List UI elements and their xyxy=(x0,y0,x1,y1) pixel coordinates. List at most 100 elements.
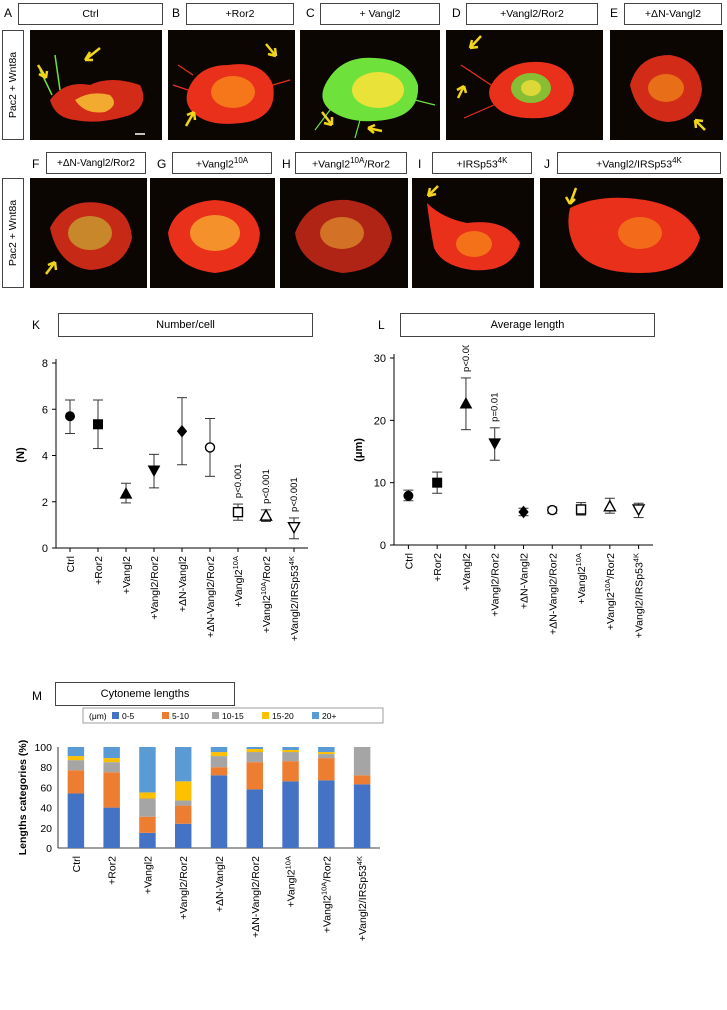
y-tick-label: 10 xyxy=(374,478,386,490)
x-tick-label: +Vangl2 xyxy=(121,556,133,594)
y-tick-label: 60 xyxy=(40,782,52,794)
data-point xyxy=(518,505,529,519)
bar-segment xyxy=(139,832,156,848)
micrograph-svg xyxy=(426,185,520,271)
x-tick-label: +Vangl210A xyxy=(574,553,589,604)
bar-segment xyxy=(103,807,120,848)
x-tick-label: +Vangl2/IRSp534K xyxy=(355,856,370,941)
x-tick-label: +Vangl2/Ror2 xyxy=(178,856,190,920)
data-point xyxy=(65,411,75,422)
panel-letter: H xyxy=(282,157,291,171)
bar-segment xyxy=(139,816,156,833)
chart-title-box: Average length xyxy=(400,313,655,337)
legend-entry: 10-15 xyxy=(222,711,244,721)
micrograph xyxy=(150,178,275,288)
micrograph-svg xyxy=(564,187,700,273)
bar-segment xyxy=(318,758,335,781)
tick-label-sup: 10A xyxy=(602,579,611,592)
bar-segment xyxy=(282,752,299,762)
label-main: +Vangl2 xyxy=(312,158,351,171)
y-tick-label: 6 xyxy=(42,404,48,416)
legend-unit: (μm) xyxy=(89,711,107,721)
tick-label-sup: 4K xyxy=(631,553,640,562)
y-tick-label: 20 xyxy=(40,823,52,835)
panel-letter: J xyxy=(544,157,550,171)
bar-segment xyxy=(210,767,228,776)
x-tick-label: +Vangl210A xyxy=(283,856,298,907)
tick-label-sup: 10A xyxy=(231,556,240,569)
y-axis-label: Lengths categories (%) xyxy=(17,740,29,856)
y-tick-label: 80 xyxy=(40,762,52,774)
p-value-annotation: p<0.001 xyxy=(233,463,244,498)
x-tick-label: +Vangl210A/Ror2 xyxy=(602,553,617,630)
micrograph-svg xyxy=(45,202,132,275)
x-tick-label: +Vangl210A xyxy=(231,556,246,607)
bar-segment xyxy=(210,752,228,757)
tick-label-sup: 10A xyxy=(319,882,328,895)
x-tick-label: +Vangl2/IRSp534K xyxy=(631,553,646,638)
panel-letter: I xyxy=(418,157,422,171)
y-tick-label: 4 xyxy=(42,451,48,463)
legend-entry: 20+ xyxy=(322,711,336,721)
micrograph xyxy=(168,30,295,140)
bar-segment xyxy=(103,747,120,759)
panel-letter: C xyxy=(306,6,315,20)
panel-letter: A xyxy=(4,6,13,20)
legend-swatch xyxy=(312,712,319,719)
bar-segment xyxy=(67,770,85,794)
label-sup: 4K xyxy=(497,155,508,165)
bar-segment xyxy=(282,781,299,848)
micrograph-svg xyxy=(295,199,392,273)
data-point xyxy=(547,504,558,516)
panel-label: +Vangl210A/Ror2 xyxy=(312,156,390,171)
x-tick-label: +ΔN-Vangl2/Ror2 xyxy=(205,556,217,638)
panel-label: +Vangl2/Ror2 xyxy=(500,8,564,20)
bar-segment xyxy=(246,747,264,750)
label-sup: 10A xyxy=(233,155,249,165)
bar-segment xyxy=(318,780,335,848)
y-tick-label: 0 xyxy=(46,843,52,855)
bar-segment xyxy=(210,747,228,753)
legend-swatch xyxy=(162,712,169,719)
data-point xyxy=(147,465,161,478)
y-tick-label: 0 xyxy=(380,540,386,552)
x-tick-label: +ΔN-Vangl2 xyxy=(177,556,189,612)
micrograph xyxy=(412,178,534,288)
bar-segment xyxy=(103,762,120,773)
panel-label: +ΔN-Vangl2/Ror2 xyxy=(57,157,135,169)
chart-title: Number/cell xyxy=(156,319,215,331)
micrograph xyxy=(280,178,408,288)
bar-segment xyxy=(318,752,335,755)
chart-title: Cytoneme lengths xyxy=(100,688,190,700)
micrograph xyxy=(300,30,440,140)
data-point xyxy=(287,521,301,535)
panel-label-box: Ctrl xyxy=(18,3,163,25)
p-value-annotation: p<0.001 xyxy=(289,477,300,512)
x-tick-label: Ctrl xyxy=(403,553,415,569)
y-tick-label: 20 xyxy=(374,415,386,427)
tick-label-sup: 10A xyxy=(259,582,268,595)
bar-segment xyxy=(103,772,120,808)
x-tick-label: +Ror2 xyxy=(93,556,105,585)
bar-segment xyxy=(67,760,85,771)
legend-swatch xyxy=(112,712,119,719)
tick-label-post: /Ror2 xyxy=(321,856,333,882)
panel-letter-m: M xyxy=(32,689,42,703)
p-value-annotation: p<0.001 xyxy=(461,345,472,372)
data-point xyxy=(232,506,244,518)
panel-label-box: +Vangl2/IRSp534K xyxy=(557,152,721,174)
bar-segment xyxy=(174,805,192,824)
panel-label-box: +ΔN-Vangl2 xyxy=(624,3,722,25)
bar-segment xyxy=(353,775,371,785)
bar-segment xyxy=(282,761,299,782)
bar-segment xyxy=(139,747,156,793)
bar-segment xyxy=(103,758,120,763)
row-label-bottom: Pac2 + Wnt8a xyxy=(2,178,24,288)
row-label-text: Pac2 + Wnt8a xyxy=(7,199,19,267)
micrograph-svg xyxy=(630,55,706,131)
label-post: /Ror2 xyxy=(364,158,390,171)
bar-segment xyxy=(353,784,371,848)
micrograph xyxy=(540,178,723,288)
x-tick-label: +Vangl2/IRSp534K xyxy=(287,556,302,641)
bar-segment xyxy=(246,789,264,848)
